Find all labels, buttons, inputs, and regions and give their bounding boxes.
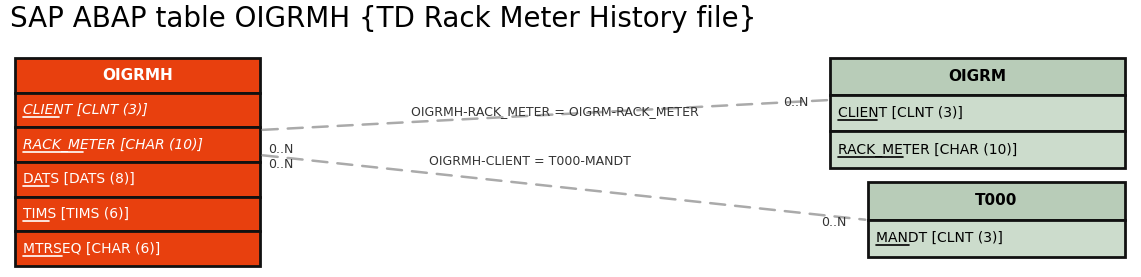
Bar [868, 182, 1125, 219]
Text: SAP ABAP table OIGRMH {TD Rack Meter History file}: SAP ABAP table OIGRMH {TD Rack Meter His… [10, 5, 756, 33]
Bar [830, 95, 1125, 131]
Bar [15, 231, 260, 266]
Bar [830, 131, 1125, 168]
Text: RACK_METER [CHAR (10)]: RACK_METER [CHAR (10)] [23, 138, 203, 152]
Bar [15, 162, 260, 197]
Bar [868, 219, 1125, 257]
Bar [15, 127, 260, 162]
Text: 0..N: 0..N [268, 158, 293, 171]
Bar [15, 93, 260, 127]
Text: 0..N: 0..N [820, 217, 845, 230]
Text: MTRSEQ [CHAR (6)]: MTRSEQ [CHAR (6)] [23, 242, 160, 256]
Text: OIGRMH-RACK_METER = OIGRM-RACK_METER: OIGRMH-RACK_METER = OIGRM-RACK_METER [411, 105, 699, 118]
Text: 0..N: 0..N [783, 96, 808, 109]
Text: RACK_METER [CHAR (10)]: RACK_METER [CHAR (10)] [837, 143, 1018, 157]
Text: OIGRMH: OIGRMH [103, 68, 173, 83]
Text: OIGRM: OIGRM [948, 69, 1006, 84]
Text: CLIENT [CLNT (3)]: CLIENT [CLNT (3)] [837, 106, 963, 120]
Text: CLIENT [CLNT (3)]: CLIENT [CLNT (3)] [23, 103, 147, 117]
Text: DATS [DATS (8)]: DATS [DATS (8)] [23, 172, 135, 186]
Text: TIMS [TIMS (6)]: TIMS [TIMS (6)] [23, 207, 129, 221]
Text: OIGRMH-CLIENT = T000-MANDT: OIGRMH-CLIENT = T000-MANDT [429, 155, 631, 168]
Text: T000: T000 [976, 193, 1018, 208]
Text: MANDT [CLNT (3)]: MANDT [CLNT (3)] [876, 231, 1003, 245]
Bar [15, 197, 260, 231]
Bar [15, 58, 260, 93]
Text: 0..N: 0..N [268, 143, 293, 156]
Bar [830, 58, 1125, 95]
